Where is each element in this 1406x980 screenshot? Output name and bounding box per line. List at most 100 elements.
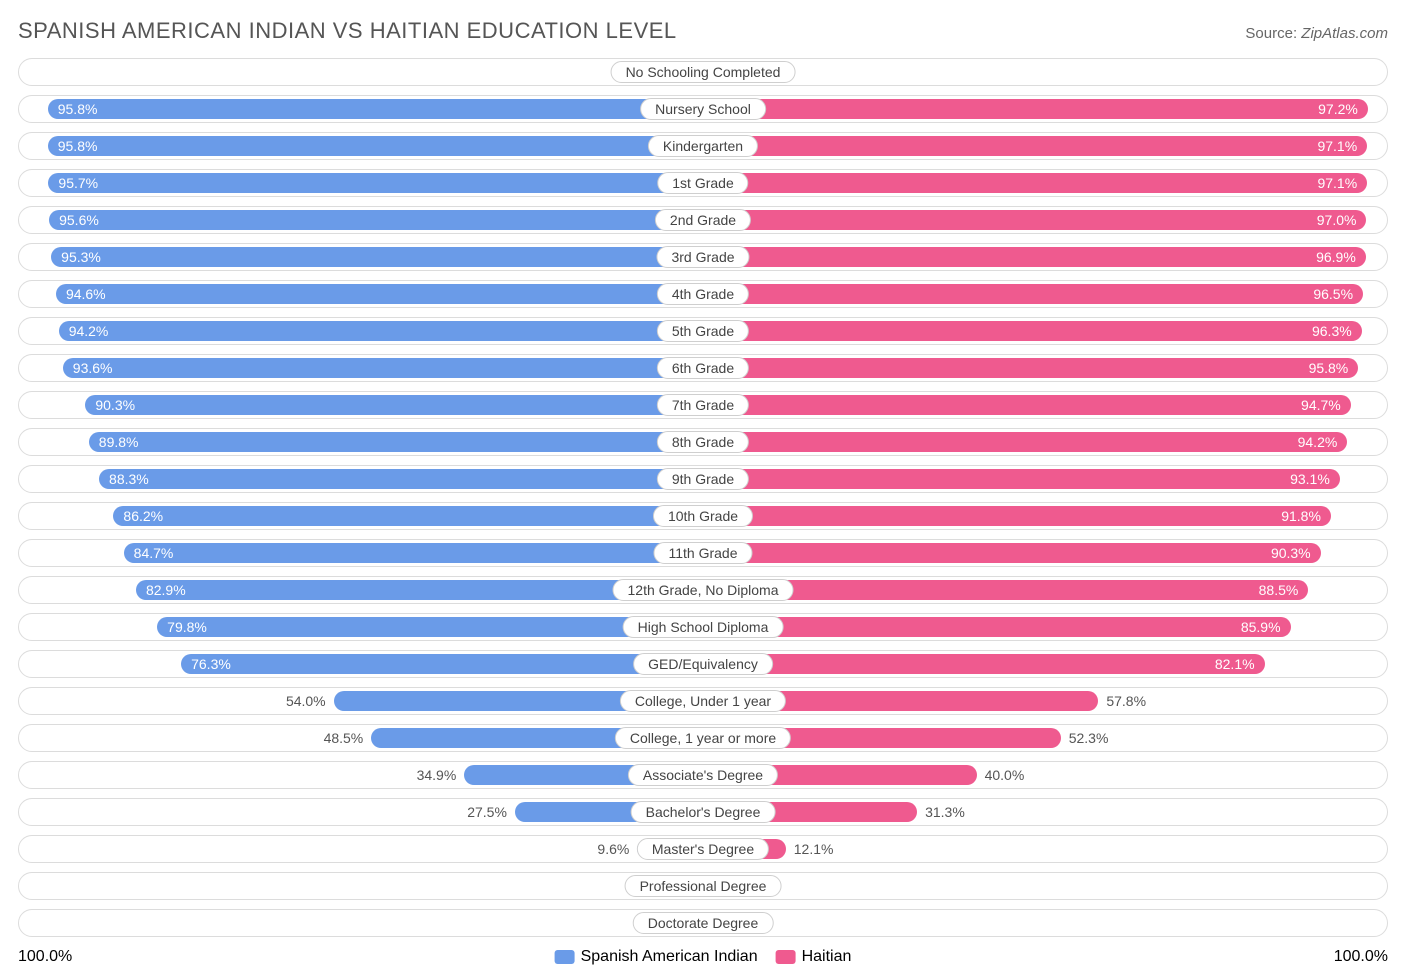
bar-right: 82.1% bbox=[703, 654, 1265, 674]
pct-right: 95.8% bbox=[1299, 360, 1359, 376]
category-label: 2nd Grade bbox=[655, 209, 751, 231]
bar-left: 90.3% bbox=[85, 395, 703, 415]
pct-left: 95.3% bbox=[51, 249, 111, 265]
pct-left: 76.3% bbox=[181, 656, 241, 672]
chart-row: 34.9%40.0%Associate's Degree bbox=[18, 761, 1388, 789]
category-label: Professional Degree bbox=[625, 875, 782, 897]
pct-right: 82.1% bbox=[1205, 656, 1265, 672]
bar-left: 95.7% bbox=[48, 173, 703, 193]
category-label: 1st Grade bbox=[657, 172, 748, 194]
bar-left: 89.8% bbox=[89, 432, 703, 452]
chart-row: 82.9%88.5%12th Grade, No Diploma bbox=[18, 576, 1388, 604]
source-prefix: Source: bbox=[1245, 25, 1301, 42]
pct-right: 57.8% bbox=[1098, 693, 1156, 709]
chart-row: 95.6%97.0%2nd Grade bbox=[18, 206, 1388, 234]
category-label: Kindergarten bbox=[648, 135, 758, 157]
bar-right: 97.1% bbox=[703, 136, 1367, 156]
pct-left: 34.9% bbox=[407, 767, 465, 783]
bar-right: 85.9% bbox=[703, 617, 1291, 637]
bar-left: 94.2% bbox=[59, 321, 703, 341]
bar-left: 95.8% bbox=[48, 99, 703, 119]
bar-left: 95.3% bbox=[51, 247, 703, 267]
bar-right: 97.1% bbox=[703, 173, 1367, 193]
pct-right: 31.3% bbox=[917, 804, 975, 820]
pct-right: 97.1% bbox=[1307, 138, 1367, 154]
source-name: ZipAtlas.com bbox=[1301, 25, 1388, 42]
chart-row: 94.6% 96.5% 4th Grade bbox=[18, 280, 1388, 308]
legend-label-left: Spanish American Indian bbox=[581, 948, 758, 966]
legend-swatch-left bbox=[555, 950, 575, 964]
pct-right: 12.1% bbox=[786, 841, 844, 857]
pct-right: 94.7% bbox=[1291, 397, 1351, 413]
chart-row: 1.1%1.3%Doctorate Degree bbox=[18, 909, 1388, 937]
pct-left: 48.5% bbox=[314, 730, 372, 746]
pct-left: 95.8% bbox=[48, 138, 108, 154]
bar-right: 94.2% bbox=[703, 432, 1347, 452]
chart-header: SPANISH AMERICAN INDIAN VS HAITIAN EDUCA… bbox=[18, 18, 1388, 44]
pct-left: 89.8% bbox=[89, 434, 149, 450]
category-label: Doctorate Degree bbox=[633, 912, 774, 934]
bar-left: 95.6% bbox=[49, 210, 703, 230]
bar-left: 88.3% bbox=[99, 469, 703, 489]
pct-left: 90.3% bbox=[85, 397, 145, 413]
chart-row: 88.3% 93.1% 9th Grade bbox=[18, 465, 1388, 493]
category-label: Bachelor's Degree bbox=[631, 801, 776, 823]
bar-left: 93.6% bbox=[63, 358, 703, 378]
bar-right: 88.5% bbox=[703, 580, 1308, 600]
bar-left: 94.6% bbox=[56, 284, 703, 304]
bar-right: 96.3% bbox=[703, 321, 1362, 341]
category-label: College, Under 1 year bbox=[620, 690, 786, 712]
category-label: 6th Grade bbox=[657, 357, 749, 379]
bar-left: 86.2% bbox=[113, 506, 703, 526]
pct-left: 93.6% bbox=[63, 360, 123, 376]
pct-left: 79.8% bbox=[157, 619, 217, 635]
bar-right: 95.8% bbox=[703, 358, 1358, 378]
bar-right: 96.9% bbox=[703, 247, 1366, 267]
pct-right: 96.9% bbox=[1306, 249, 1366, 265]
chart-row: 95.8% 97.1% Kindergarten bbox=[18, 132, 1388, 160]
category-label: Master's Degree bbox=[637, 838, 769, 860]
chart-source: Source: ZipAtlas.com bbox=[1245, 25, 1388, 42]
chart-row: 95.7% 97.1% 1st Grade bbox=[18, 169, 1388, 197]
chart-footer: 100.0% Spanish American Indian Haitian 1… bbox=[18, 946, 1388, 968]
category-label: 9th Grade bbox=[657, 468, 749, 490]
chart-row: 48.5% 52.3% College, 1 year or more bbox=[18, 724, 1388, 752]
category-label: College, 1 year or more bbox=[615, 727, 791, 749]
bar-left: 76.3% bbox=[181, 654, 703, 674]
chart-row: 89.8% 94.2% 8th Grade bbox=[18, 428, 1388, 456]
pct-right: 93.1% bbox=[1280, 471, 1340, 487]
pct-right: 97.1% bbox=[1307, 175, 1367, 191]
pct-right: 52.3% bbox=[1061, 730, 1119, 746]
diverging-bar-chart: 4.2%2.9%No Schooling Completed95.8%97.2%… bbox=[18, 58, 1388, 937]
chart-row: 79.8% 85.9% High School Diploma bbox=[18, 613, 1388, 641]
bar-left: 95.8% bbox=[48, 136, 703, 156]
bar-left: 84.7% bbox=[124, 543, 703, 563]
pct-left: 9.6% bbox=[587, 841, 637, 857]
bar-right: 91.8% bbox=[703, 506, 1331, 526]
pct-right: 96.5% bbox=[1303, 286, 1363, 302]
category-label: High School Diploma bbox=[623, 616, 784, 638]
pct-left: 94.6% bbox=[56, 286, 116, 302]
pct-left: 94.2% bbox=[59, 323, 119, 339]
chart-title: SPANISH AMERICAN INDIAN VS HAITIAN EDUCA… bbox=[18, 18, 677, 44]
chart-row: 27.5% 31.3% Bachelor's Degree bbox=[18, 798, 1388, 826]
pct-left: 27.5% bbox=[457, 804, 515, 820]
chart-row: 84.7%90.3%11th Grade bbox=[18, 539, 1388, 567]
chart-row: 93.6% 95.8% 6th Grade bbox=[18, 354, 1388, 382]
category-label: 5th Grade bbox=[657, 320, 749, 342]
bar-left: 79.8% bbox=[157, 617, 703, 637]
pct-right: 94.2% bbox=[1288, 434, 1348, 450]
chart-row: 76.3%82.1%GED/Equivalency bbox=[18, 650, 1388, 678]
chart-row: 4.2%2.9%No Schooling Completed bbox=[18, 58, 1388, 86]
category-label: 8th Grade bbox=[657, 431, 749, 453]
pct-right: 91.8% bbox=[1271, 508, 1331, 524]
category-label: 7th Grade bbox=[657, 394, 749, 416]
category-label: 3rd Grade bbox=[656, 246, 749, 268]
legend: Spanish American Indian Haitian bbox=[555, 948, 852, 966]
category-label: 11th Grade bbox=[653, 542, 752, 564]
category-label: 4th Grade bbox=[657, 283, 749, 305]
axis-left-label: 100.0% bbox=[18, 948, 72, 966]
pct-left: 54.0% bbox=[276, 693, 334, 709]
pct-right: 85.9% bbox=[1231, 619, 1291, 635]
chart-row: 90.3% 94.7% 7th Grade bbox=[18, 391, 1388, 419]
